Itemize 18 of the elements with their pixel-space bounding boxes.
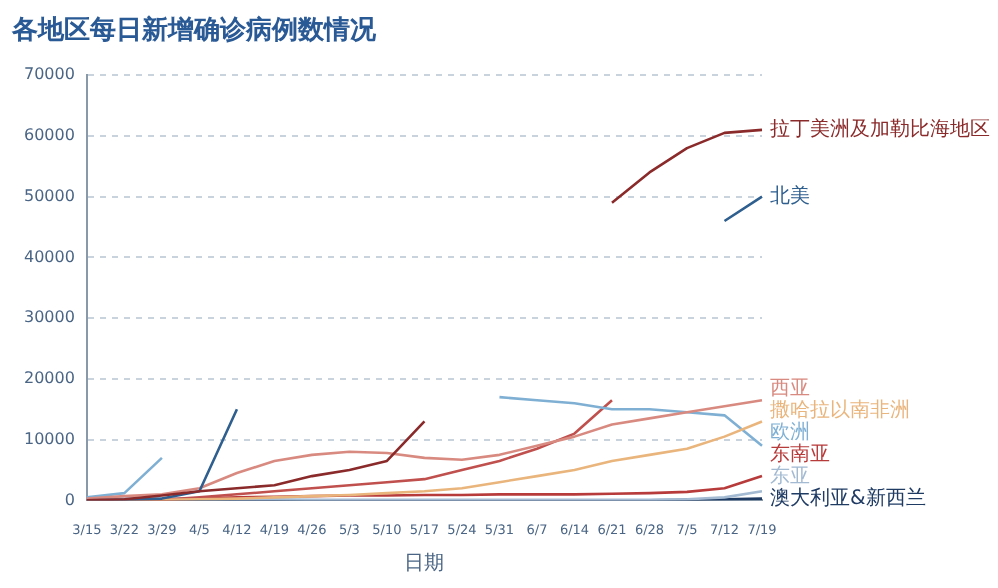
y-tick-label: 10000 <box>23 429 75 448</box>
y-tick-label: 70000 <box>23 65 75 84</box>
y-tick-label: 60000 <box>23 126 75 145</box>
y-tick-label: 0 <box>64 490 75 509</box>
y-tick-label: 30000 <box>23 308 75 327</box>
series-label: 西亚 <box>770 377 810 400</box>
series-label: 拉丁美洲及加勒比海地区 <box>770 117 990 142</box>
series-label: 撒哈拉以南非洲 <box>770 397 910 422</box>
y-tick-label: 20000 <box>23 369 75 388</box>
series-label: 澳大利亚&新西兰 <box>770 485 926 510</box>
chart-title: 各地区每日新增确诊病例数情况 <box>10 14 378 47</box>
y-tick-label: 40000 <box>23 247 75 266</box>
series-label: 东南亚 <box>770 441 830 466</box>
y-tick-label: 50000 <box>23 186 75 205</box>
x-axis-title: 日期 <box>404 551 445 576</box>
series-label: 欧洲 <box>770 419 810 444</box>
series-label: 北美 <box>770 183 810 208</box>
series-label: 东亚 <box>770 463 810 488</box>
